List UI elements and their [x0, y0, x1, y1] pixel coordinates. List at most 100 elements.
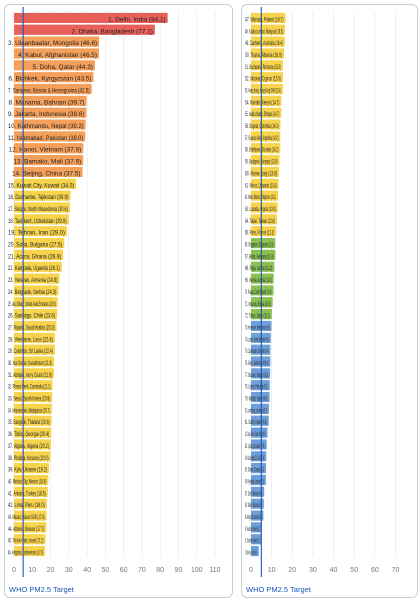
right-bar-label: 86. Reykjavik, Iceland (7.2) — [245, 478, 264, 485]
left-bar — [14, 297, 58, 308]
bar-chart-right: 0 10 20 30 40 50 60 70 47. Warsaw, Poland (16.7)… — [245, 7, 399, 577]
left-bar-label: 43. Macao, Macao SAR (17.8) — [8, 514, 45, 521]
left-bar-label: 21. Accra, Ghana (26.9) — [8, 253, 61, 260]
right-bar — [251, 474, 266, 486]
right-bar-label: 65. Paris, France (12.2) — [245, 230, 274, 237]
right-bar — [251, 427, 268, 438]
x-tick-label: 30 — [65, 567, 73, 574]
x-tick-label: 60 — [120, 567, 128, 574]
left-bar — [14, 143, 84, 154]
left-bar — [14, 36, 100, 47]
right-bar — [251, 285, 274, 296]
left-bar-label: 31. Abidjan, Ivory Coast (21.9) — [8, 372, 52, 379]
right-bar — [251, 190, 279, 201]
right-bar-label: 47. Warsaw, Poland (16.7) — [245, 16, 283, 23]
x-tick-label: 80 — [156, 567, 164, 574]
left-bar — [14, 72, 94, 83]
right-bar-label: 90. Helsinki, Finland (5.2) — [245, 526, 260, 533]
right-bar-label: 54. Nairobi, Kenya (14.7) — [245, 99, 279, 106]
left-bar-label: 5. Doha, Qatar (44.3) — [33, 64, 93, 71]
left-bar-label: 30. Nur-Sultan, Kazakhstan (21.9) — [8, 360, 52, 367]
right-bar-label: 70. Prauge, Czech Republic (10.9) — [245, 289, 271, 296]
x-tick-label: 50 — [350, 567, 358, 574]
right-bar — [251, 498, 264, 509]
right-bar-label: 53. Hong Kong, Hong Kong SAR (15.4) — [245, 88, 281, 95]
right-bar-label: 84. Washington DC, USA (7.4) — [245, 455, 264, 462]
left-bar — [14, 48, 99, 59]
chart-panel-left: 0 10 20 30 40 50 60 70 80 90 100 110 1. Delhi, India… — [4, 4, 233, 598]
left-bar-label: 42. Lima, Peru (18.0) — [8, 502, 45, 509]
right-bar-label: 75. Copenhagen, Denmark (9.4) — [245, 348, 268, 355]
x-tick-label: 20 — [288, 567, 296, 574]
right-bar-label: 81. Dublin, Ireland (8.6) — [245, 419, 267, 426]
left-bar — [14, 498, 47, 509]
right-bar — [251, 403, 269, 414]
right-bar — [251, 72, 283, 83]
left-bar-label: 22. Kampala, Uganda (26.1) — [8, 265, 60, 272]
left-bar-label: 3. Ulaanbaatar, Mongolia (46.6) — [8, 40, 97, 47]
right-bar-label: 83. Quito, Ecuador (7.6) — [245, 443, 265, 450]
right-bar — [251, 463, 267, 474]
right-bar — [251, 119, 281, 130]
right-bar — [251, 166, 280, 178]
right-bar — [251, 48, 285, 59]
x-tick-label: 10 — [28, 567, 36, 574]
who-target-label-left: WHO PM2.5 Target — [9, 585, 74, 594]
right-bar — [251, 522, 262, 533]
left-bar-label: 33. Seoul, South Korea (20.9) — [8, 396, 50, 403]
left-bar-label: 32. Phnom Penh, Cambodia (21.1) — [8, 384, 51, 391]
right-bar — [251, 143, 281, 154]
left-bar-label: 29. Colombo, Sri Lanka (22.4) — [8, 348, 53, 355]
x-tick-label: 0 — [249, 567, 253, 574]
right-bar-label: 69. Vienna, Austria (11.0) — [245, 277, 272, 284]
left-bar-label: 23. Yerevan, Armenia (24.9) — [8, 277, 57, 284]
left-bar — [14, 190, 71, 201]
right-bar-label: 74. London, United Kingdom (9.6) — [245, 336, 269, 343]
x-tick-label: 90 — [175, 567, 183, 574]
x-tick-label: 70 — [138, 567, 146, 574]
right-bar-label: 48. Kuala Lumpur, Malaysia (16.5) — [245, 28, 283, 35]
left-bar-label: 38. Pristina, Kosovo (20.0) — [8, 455, 49, 462]
right-bar — [251, 237, 276, 249]
left-bar-label: 12. Hanoi, Vietnam (37.9) — [9, 147, 82, 154]
right-bar-label: 91. Stockholm, Sweden (5.1) — [245, 538, 260, 545]
bar-chart-left: 0 10 20 30 40 50 60 70 80 90 100 110 1. Delhi, India… — [8, 7, 221, 577]
left-bar-label: 37. Algiers, Algeria (20.2) — [8, 443, 49, 450]
left-bar-label: 26. Santiago, Chile (23.6) — [8, 313, 55, 320]
right-bar — [251, 226, 277, 237]
left-bar-label: 10. Kathmandu, Nepal (39.2) — [8, 123, 84, 130]
left-bar — [14, 368, 55, 379]
right-bar-label: 50. Tirana, Albania (16.0) — [245, 52, 282, 59]
left-bar-label: 4. Kabul, Afghanistan (46.5) — [18, 52, 97, 59]
left-bar-label: 6. Bishkek, Kyrgyzstan (43.5) — [8, 76, 91, 83]
right-bar-label: 55. Addis Ababa, Ethiopia (14.7) — [245, 111, 279, 118]
right-bar-label: 76. Bern, Switzerland (9.4) — [245, 360, 268, 367]
right-bar-label: 77. Brussels, Belgium (9.3) — [245, 372, 268, 379]
left-bar — [14, 107, 87, 118]
right-bar-label: 89. Wellington City, New Zealand (6.0) — [245, 514, 261, 521]
right-bar-label: 68. Riga, Latvia (11.3) — [245, 265, 272, 272]
left-bar-label: 35. Bangkok, Thailand (20.6) — [8, 419, 50, 426]
right-bar — [251, 202, 278, 213]
right-bar — [251, 415, 269, 426]
right-bar — [251, 344, 271, 355]
right-bar — [251, 510, 264, 521]
right-bar — [251, 155, 280, 166]
left-bar-label: 40. Mexico City, Mexico (18.8) — [8, 478, 46, 485]
left-bar-label: 20. Sofia, Bulgaria (27.5) — [8, 242, 62, 249]
right-bar-label: 88. Tallinn, Estonia (6.2) — [245, 502, 262, 509]
right-bar — [251, 24, 286, 35]
right-bar-label: 51. Bucharest, Romania (15.5) — [245, 64, 281, 71]
right-bar — [251, 545, 259, 557]
right-bar — [251, 107, 282, 118]
x-tick-label: 20 — [47, 567, 55, 574]
x-tick-label: 110 — [209, 567, 220, 574]
left-bar-label: 19. Tehran, Iran (29.0) — [8, 230, 65, 237]
left-bar — [14, 534, 46, 545]
right-bar-label: 79. Madrid, Spain (9.0) — [245, 396, 268, 403]
left-bar-label: 24. Belgrade, Serbia (24.3) — [8, 289, 56, 296]
left-bar-label: 28. Vientiane, Laos (22.4) — [8, 336, 53, 343]
left-bar — [14, 510, 47, 521]
right-bar — [251, 60, 283, 71]
left-bar — [14, 273, 60, 284]
